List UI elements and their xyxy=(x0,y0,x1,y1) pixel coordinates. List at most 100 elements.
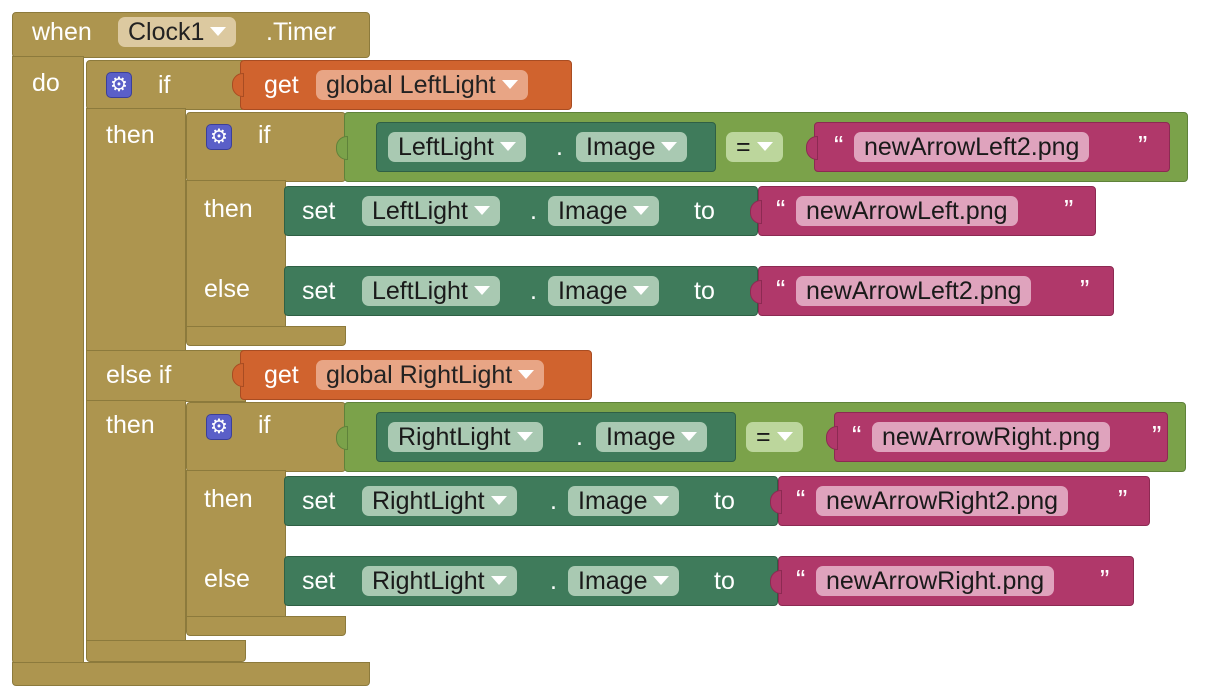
component-label: LeftLight xyxy=(398,133,494,161)
quote-close-label: ” xyxy=(1152,420,1162,451)
outer-then-label: then xyxy=(106,121,155,149)
component-dropdown[interactable]: LeftLight xyxy=(388,132,526,162)
get-label: get xyxy=(264,71,299,99)
quote-close-label: ” xyxy=(1064,194,1074,225)
outer-elseif-row xyxy=(86,350,246,402)
outer-elseif-body xyxy=(86,400,186,644)
chevron-down-icon xyxy=(501,79,518,89)
outer-if-label: if xyxy=(158,71,171,99)
outer-then2-label: then xyxy=(106,411,155,439)
chevron-down-icon xyxy=(516,431,533,441)
operator-label: = xyxy=(736,133,751,161)
property-label: Image xyxy=(558,277,628,305)
chevron-down-icon xyxy=(499,141,516,151)
quote-open-label: “ xyxy=(796,484,806,515)
quote-close-label: ” xyxy=(1138,130,1148,161)
property-dropdown[interactable]: Image xyxy=(596,422,708,452)
property-dropdown[interactable]: Image xyxy=(568,486,680,516)
dot-label: . xyxy=(550,487,557,515)
event-when-label: when xyxy=(32,18,92,46)
chevron-down-icon xyxy=(490,495,507,505)
get-variable-label: global RightLight xyxy=(326,361,513,389)
property-label: Image xyxy=(578,567,648,595)
left-if-footer xyxy=(186,326,346,346)
left-set-else-block[interactable] xyxy=(284,266,758,316)
quote-open-label: “ xyxy=(852,420,862,451)
get-variable-dropdown[interactable]: global LeftLight xyxy=(316,70,528,100)
right-then-label: then xyxy=(204,485,253,513)
property-label: Image xyxy=(586,133,656,161)
text-value[interactable]: newArrowRight2.png xyxy=(816,486,1069,516)
chevron-down-icon xyxy=(210,26,227,36)
chevron-down-icon xyxy=(653,575,670,585)
property-dropdown[interactable]: Image xyxy=(568,566,680,596)
chevron-down-icon xyxy=(518,369,535,379)
get-variable-dropdown[interactable]: global RightLight xyxy=(316,360,545,390)
to-label: to xyxy=(714,567,735,595)
to-label: to xyxy=(694,197,715,225)
gear-icon[interactable]: ⚙ xyxy=(206,414,232,440)
property-dropdown[interactable]: Image xyxy=(548,196,660,226)
right-if-footer xyxy=(186,616,346,636)
chevron-down-icon xyxy=(633,285,650,295)
chevron-down-icon xyxy=(473,285,490,295)
text-value[interactable]: newArrowRight.png xyxy=(872,422,1111,452)
left-if-label: if xyxy=(258,121,271,149)
dot-label: . xyxy=(550,567,557,595)
left-set-then-block[interactable] xyxy=(284,186,758,236)
quote-close-label: ” xyxy=(1118,484,1128,515)
property-dropdown[interactable]: Image xyxy=(548,276,660,306)
component-label: RightLight xyxy=(372,567,485,595)
component-dropdown[interactable]: RightLight xyxy=(362,486,517,516)
quote-open-label: “ xyxy=(796,564,806,595)
dot-label: . xyxy=(576,423,583,451)
gear-icon[interactable]: ⚙ xyxy=(106,72,132,98)
chevron-down-icon xyxy=(653,495,670,505)
property-label: Image xyxy=(558,197,628,225)
event-component-label: Clock1 xyxy=(128,18,205,46)
text-value[interactable]: newArrowRight.png xyxy=(816,566,1055,596)
text-value[interactable]: newArrowLeft2.png xyxy=(796,276,1032,306)
component-label: RightLight xyxy=(372,487,485,515)
chevron-down-icon xyxy=(756,141,773,151)
quote-open-label: “ xyxy=(776,274,786,305)
event-do-label: do xyxy=(32,69,60,97)
component-dropdown[interactable]: LeftLight xyxy=(362,196,500,226)
chevron-down-icon xyxy=(633,205,650,215)
component-dropdown[interactable]: RightLight xyxy=(362,566,517,596)
to-label: to xyxy=(714,487,735,515)
right-set-else-block[interactable] xyxy=(284,556,778,606)
component-dropdown[interactable]: RightLight xyxy=(388,422,543,452)
to-label: to xyxy=(694,277,715,305)
left-then-label: then xyxy=(204,195,253,223)
operator-label: = xyxy=(756,423,771,451)
component-label: LeftLight xyxy=(372,277,468,305)
get-label: get xyxy=(264,361,299,389)
chevron-down-icon xyxy=(776,431,793,441)
text-value[interactable]: newArrowLeft.png xyxy=(796,196,1018,226)
outer-if-footer xyxy=(86,640,246,662)
chevron-down-icon xyxy=(473,205,490,215)
component-label: LeftLight xyxy=(372,197,468,225)
event-block-footer xyxy=(12,662,370,686)
text-value[interactable]: newArrowLeft2.png xyxy=(854,132,1090,162)
component-dropdown[interactable]: LeftLight xyxy=(362,276,500,306)
gear-icon[interactable]: ⚙ xyxy=(206,124,232,150)
set-label: set xyxy=(302,277,336,305)
get-variable-label: global LeftLight xyxy=(326,71,496,99)
dot-label: . xyxy=(530,277,537,305)
dot-label: . xyxy=(556,133,563,161)
right-set-then-block[interactable] xyxy=(284,476,778,526)
operator-dropdown[interactable]: = xyxy=(726,132,783,162)
right-else-label: else xyxy=(204,565,250,593)
quote-close-label: ” xyxy=(1080,274,1090,305)
right-if-body xyxy=(186,470,286,618)
event-component-dropdown[interactable]: Clock1 xyxy=(118,17,237,47)
quote-open-label: “ xyxy=(834,130,844,161)
component-label: RightLight xyxy=(398,423,511,451)
operator-dropdown[interactable]: = xyxy=(746,422,803,452)
chevron-down-icon xyxy=(681,431,698,441)
event-name-label: .Timer xyxy=(266,18,336,46)
property-dropdown[interactable]: Image xyxy=(576,132,688,162)
set-label: set xyxy=(302,567,336,595)
